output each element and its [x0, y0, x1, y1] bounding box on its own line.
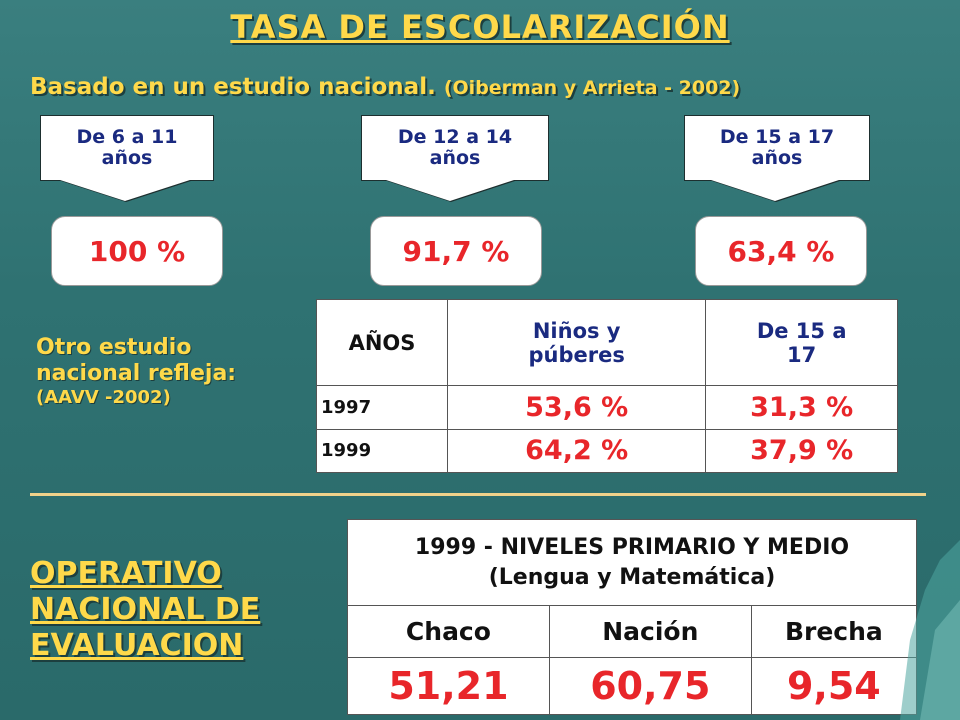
percent-value: 100 %: [88, 234, 186, 268]
age-label: De 6 a 11 años: [76, 126, 178, 169]
subtitle-main: Basado en un estudio nacional.: [30, 74, 436, 100]
operativo-heading: OPERATIVO NACIONAL DE EVALUACION: [30, 556, 261, 663]
arrow-down-icon: [57, 179, 193, 201]
otro-estudio-text: Otro estudio nacional refleja: (AAVV -20…: [36, 335, 246, 409]
schooling-table: AÑOS Niños y púberes De 15 a 17 1997 53,…: [316, 299, 898, 473]
table-header-row: AÑOS Niños y púberes De 15 a 17: [316, 299, 898, 386]
header-15-17: De 15 a 17: [705, 299, 898, 386]
header-chaco: Chaco: [347, 605, 550, 658]
page-title: TASA DE ESCOLARIZACIÓN: [230, 8, 730, 46]
age-box-15-17: De 15 a 17 años: [684, 115, 870, 181]
row-value: 53,6 %: [446, 385, 707, 430]
header-anos: AÑOS: [316, 299, 448, 386]
row-value: 64,2 %: [446, 428, 707, 473]
row-year: 1997: [316, 385, 448, 430]
value-nacion: 60,75: [548, 657, 752, 715]
value-brecha: 9,54: [750, 657, 918, 715]
table-row: 1997 53,6 % 31,3 %: [316, 385, 898, 430]
subtitle: Basado en un estudio nacional. (Oiberman…: [30, 74, 740, 100]
percent-box-6-11: 100 %: [51, 216, 223, 286]
age-label: De 12 a 14 años: [397, 126, 513, 169]
age-box-6-11: De 6 a 11 años: [40, 115, 214, 181]
divider: [30, 493, 926, 496]
header-nacion: Nación: [548, 605, 752, 658]
arrow-down-icon: [383, 179, 517, 201]
arrow-down-icon: [708, 179, 842, 201]
evaluation-table: 1999 - NIVELES PRIMARIO Y MEDIO (Lengua …: [347, 519, 918, 715]
otro-estudio-reference: (AAVV -2002): [36, 387, 171, 408]
percent-box-12-14: 91,7 %: [370, 216, 542, 286]
table-caption: 1999 - NIVELES PRIMARIO Y MEDIO (Lengua …: [347, 519, 917, 606]
subtitle-reference: (Oiberman y Arrieta - 2002): [443, 77, 741, 99]
value-chaco: 51,21: [347, 657, 550, 715]
header-ninos: Niños y púberes: [446, 299, 707, 386]
table-row: 1999 64,2 % 37,9 %: [316, 428, 898, 473]
row-value: 37,9 %: [705, 428, 898, 473]
row-year: 1999: [316, 428, 448, 473]
row-value: 31,3 %: [705, 385, 898, 430]
percent-value: 63,4 %: [727, 234, 835, 268]
percent-box-15-17: 63,4 %: [695, 216, 867, 286]
header-brecha: Brecha: [750, 605, 918, 658]
table-row: 51,21 60,75 9,54: [347, 657, 918, 715]
mountain-decoration: [900, 540, 960, 720]
table-header-row: Chaco Nación Brecha: [347, 605, 918, 658]
age-box-12-14: De 12 a 14 años: [361, 115, 549, 181]
otro-estudio-main: Otro estudio nacional refleja:: [36, 335, 237, 386]
percent-value: 91,7 %: [402, 234, 510, 268]
table-caption-row: 1999 - NIVELES PRIMARIO Y MEDIO (Lengua …: [347, 519, 917, 606]
age-label: De 15 a 17 años: [719, 126, 835, 169]
